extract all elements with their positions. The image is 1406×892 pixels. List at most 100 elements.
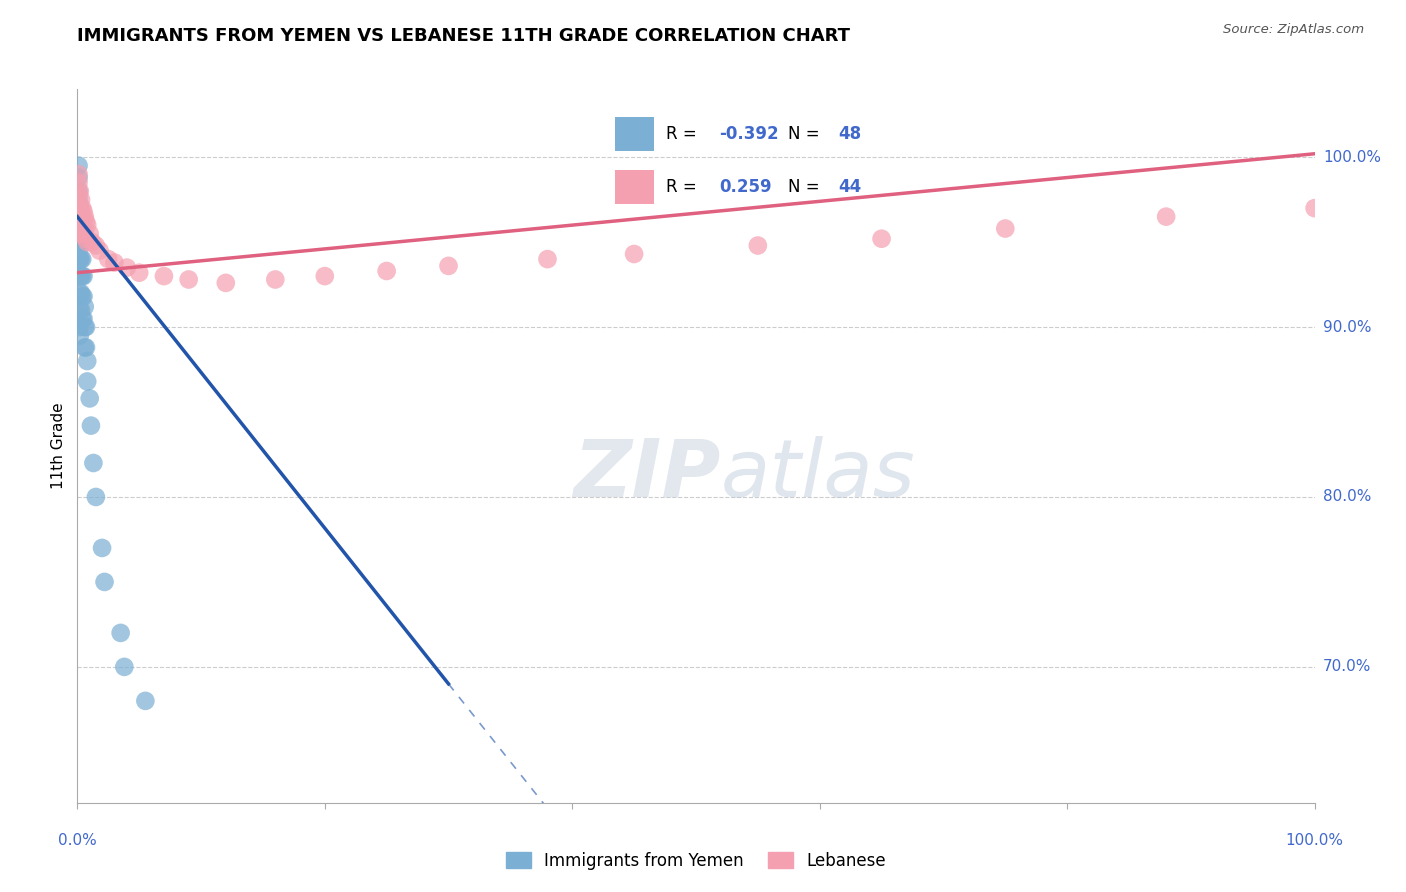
Point: [67, 232, 90, 246]
Point: [82, 235, 104, 249]
Point: [89, 244, 111, 258]
Point: [72, 269, 94, 284]
Point: [72, 289, 94, 303]
Point: [67, 170, 90, 185]
Point: [112, 660, 135, 674]
Point: [72, 311, 94, 326]
Point: [75, 320, 97, 334]
Point: [67, 187, 90, 202]
Point: [80, 418, 103, 433]
Point: [67, 252, 90, 266]
Text: Source: ZipAtlas.com: Source: ZipAtlas.com: [1223, 22, 1364, 36]
Point: [69, 252, 91, 266]
Point: [72, 311, 94, 326]
Point: [70, 252, 93, 266]
Point: [264, 272, 287, 286]
Point: [69, 269, 91, 284]
Point: [76, 235, 98, 249]
Text: -0.392: -0.392: [720, 125, 779, 144]
Point: [79, 392, 101, 406]
Point: [870, 232, 893, 246]
Point: [70, 303, 93, 318]
Point: [67, 210, 90, 224]
Point: [75, 341, 97, 355]
Point: [91, 541, 114, 555]
Point: [69, 328, 91, 343]
Point: [76, 218, 98, 232]
Point: [69, 235, 91, 249]
Point: [69, 215, 91, 229]
Point: [69, 303, 91, 318]
Point: [134, 694, 156, 708]
Point: [437, 259, 460, 273]
Point: [1303, 201, 1326, 215]
Point: [79, 227, 101, 241]
Point: [110, 626, 132, 640]
Point: [82, 456, 104, 470]
Point: [70, 269, 93, 284]
Text: IMMIGRANTS FROM YEMEN VS LEBANESE 11TH GRADE CORRELATION CHART: IMMIGRANTS FROM YEMEN VS LEBANESE 11TH G…: [77, 27, 851, 45]
Point: [67, 159, 90, 173]
Text: N =: N =: [787, 125, 824, 144]
Point: [72, 204, 94, 219]
Point: [70, 193, 93, 207]
Point: [623, 247, 645, 261]
Point: [69, 320, 91, 334]
Text: 90.0%: 90.0%: [1323, 319, 1371, 334]
Text: 100.0%: 100.0%: [1323, 150, 1381, 165]
Point: [76, 375, 98, 389]
Text: 0.0%: 0.0%: [58, 833, 97, 848]
Text: R =: R =: [666, 125, 702, 144]
Legend: Immigrants from Yemen, Lebanese: Immigrants from Yemen, Lebanese: [499, 846, 893, 877]
Point: [314, 269, 336, 284]
Text: 48: 48: [838, 125, 860, 144]
Point: [73, 210, 96, 224]
Point: [75, 215, 97, 229]
Point: [72, 289, 94, 303]
Point: [69, 184, 91, 198]
Point: [97, 252, 120, 266]
Point: [75, 232, 97, 246]
Point: [375, 264, 398, 278]
Point: [536, 252, 558, 266]
Point: [747, 238, 769, 252]
Y-axis label: 11th Grade: 11th Grade: [51, 402, 66, 490]
Point: [84, 490, 107, 504]
Point: [72, 218, 94, 232]
Point: [72, 269, 94, 284]
FancyBboxPatch shape: [616, 117, 654, 152]
Text: 0.259: 0.259: [720, 178, 772, 196]
Point: [73, 341, 96, 355]
Point: [72, 201, 94, 215]
Point: [67, 221, 90, 235]
Point: [67, 167, 90, 181]
Text: 100.0%: 100.0%: [1285, 833, 1344, 848]
FancyBboxPatch shape: [616, 169, 654, 204]
Text: atlas: atlas: [721, 435, 915, 514]
Point: [73, 320, 96, 334]
Point: [177, 272, 200, 286]
Point: [69, 218, 91, 232]
Point: [1154, 210, 1177, 224]
Point: [69, 201, 91, 215]
Text: 80.0%: 80.0%: [1323, 490, 1371, 505]
Point: [70, 227, 93, 241]
Text: N =: N =: [787, 178, 824, 196]
Point: [67, 215, 90, 229]
Point: [76, 354, 98, 368]
Point: [115, 260, 138, 275]
Text: 44: 44: [838, 178, 862, 196]
Point: [69, 286, 91, 301]
Point: [128, 266, 150, 280]
Point: [215, 276, 238, 290]
Point: [70, 286, 93, 301]
Point: [72, 221, 94, 235]
Point: [69, 201, 91, 215]
Point: [70, 210, 93, 224]
Point: [73, 300, 96, 314]
Text: R =: R =: [666, 178, 702, 196]
Text: 70.0%: 70.0%: [1323, 659, 1371, 674]
Point: [994, 221, 1017, 235]
Point: [93, 574, 115, 589]
Text: ZIP: ZIP: [574, 435, 721, 514]
